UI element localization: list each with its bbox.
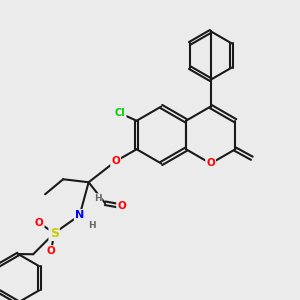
Text: N: N <box>75 210 84 220</box>
Text: O: O <box>35 218 44 228</box>
Text: O: O <box>117 201 126 211</box>
Text: S: S <box>50 227 58 240</box>
Text: O: O <box>47 246 56 256</box>
Text: Cl: Cl <box>115 108 125 118</box>
Text: H: H <box>94 194 101 203</box>
Text: H: H <box>88 221 95 230</box>
Text: O: O <box>111 156 120 166</box>
Text: O: O <box>206 158 215 169</box>
